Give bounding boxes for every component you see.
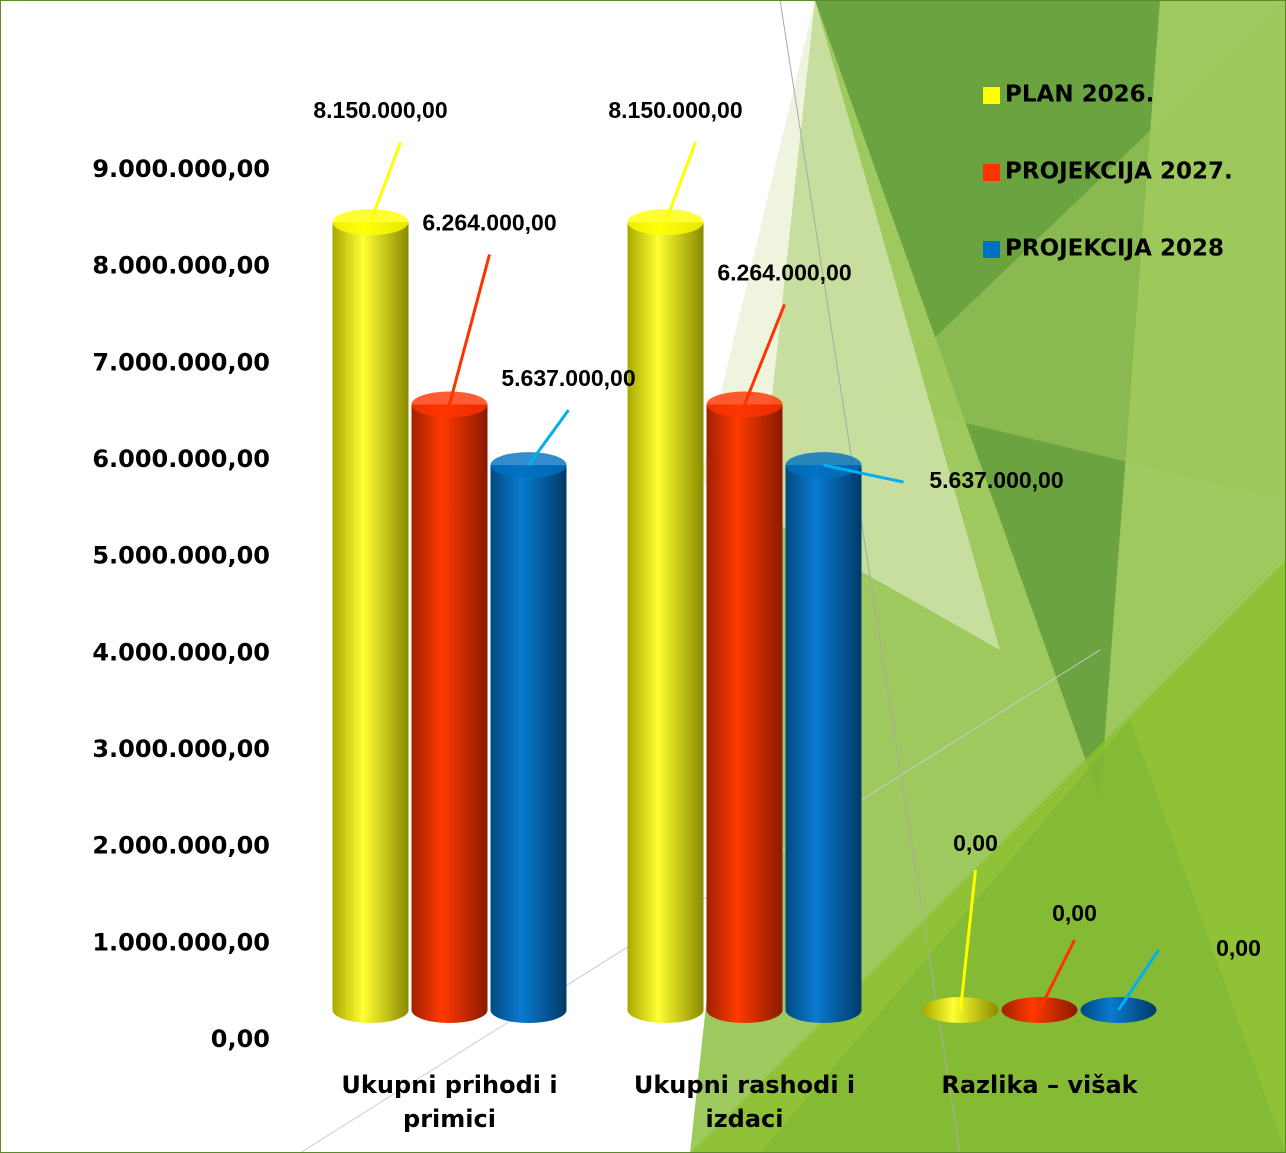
- bar: [491, 465, 567, 1010]
- y-tick-label: 6.000.000,00: [92, 445, 270, 473]
- page: 0,00 1.000.000,00 2.000.000,00 3.000.000,00…: [0, 0, 1286, 1153]
- y-tick-label: 8.000.000,00: [92, 252, 270, 280]
- bar-bottom: [412, 997, 488, 1023]
- bar-bottom: [491, 997, 567, 1023]
- data-label: 8.150.000,00: [313, 97, 447, 123]
- x-tick-label: Ukupni prihodi i primici: [315, 1068, 585, 1136]
- data-label: 0,00: [1216, 935, 1261, 961]
- legend-label: PROJEKCIJA 2027.: [1005, 159, 1233, 185]
- y-tick-label: 7.000.000,00: [92, 348, 270, 376]
- x-tick-label: Ukupni rashodi i izdaci: [610, 1068, 880, 1136]
- legend-label: PROJEKCIJA 2028: [1005, 236, 1224, 262]
- bar: [412, 404, 488, 1010]
- y-tick-label: 5.000.000,00: [92, 542, 270, 570]
- bar-bottom: [707, 997, 783, 1023]
- chart: 0,00 1.000.000,00 2.000.000,00 3.000.000,00…: [0, 0, 1286, 1153]
- y-tick-label: 4.000.000,00: [92, 638, 270, 666]
- bar-bottom: [786, 997, 862, 1023]
- x-tick-label: Razlika – višak: [905, 1068, 1175, 1102]
- data-label: 5.637.000,00: [929, 467, 1063, 493]
- y-tick-label: 3.000.000,00: [92, 735, 270, 763]
- y-tick-label: 0,00: [211, 1025, 270, 1053]
- bar: [628, 222, 704, 1010]
- y-tick-label: 9.000.000,00: [92, 155, 270, 183]
- y-tick-label: 1.000.000,00: [92, 928, 270, 956]
- bar: [786, 465, 862, 1010]
- data-label: 0,00: [953, 830, 998, 856]
- bar: [333, 222, 409, 1010]
- data-label: 6.264.000,00: [717, 260, 851, 286]
- data-label: 0,00: [1052, 900, 1097, 926]
- data-label: 5.637.000,00: [501, 365, 635, 391]
- y-tick-label: 2.000.000,00: [92, 832, 270, 860]
- data-label: 6.264.000,00: [422, 210, 556, 236]
- bar-bottom: [333, 997, 409, 1023]
- legend-label: PLAN 2026.: [1005, 82, 1154, 108]
- data-label: 8.150.000,00: [608, 97, 742, 123]
- legend-swatch: [983, 241, 1000, 258]
- legend-swatch: [983, 164, 1000, 181]
- bar: [707, 404, 783, 1010]
- bar-bottom: [628, 997, 704, 1023]
- legend-swatch: [983, 87, 1000, 104]
